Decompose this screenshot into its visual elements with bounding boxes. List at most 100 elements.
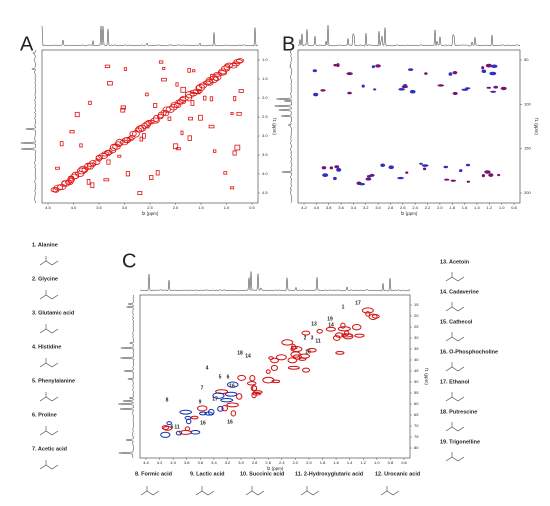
compound-name: 7. Acetic acid (32, 446, 67, 452)
contour (485, 63, 492, 68)
contour (210, 74, 214, 80)
x-tick-label: 0.5 (249, 205, 255, 210)
contour (146, 125, 150, 129)
structure (445, 306, 465, 312)
peak-label: 14 (245, 353, 251, 359)
y-tick-label: 3.5 (262, 152, 268, 157)
contour (197, 405, 208, 412)
contour (336, 63, 340, 68)
contour (335, 350, 345, 355)
y-tick-label: 1.5 (262, 76, 268, 81)
structure (245, 490, 265, 496)
y-tick-label: 25 (414, 324, 419, 329)
contour (160, 431, 171, 438)
y-tick-label: 45 (414, 368, 419, 373)
contour (346, 72, 353, 76)
side-spectrum (274, 49, 293, 204)
contour (150, 117, 160, 124)
contour (180, 86, 187, 93)
contour (209, 96, 214, 102)
contour (88, 100, 92, 105)
y-tick-label: 4.0 (262, 171, 268, 176)
x-tick-label: 2.6 (400, 205, 406, 210)
contour (448, 72, 453, 76)
contour (187, 68, 192, 73)
x-tick-label: 4.5 (45, 205, 51, 210)
contour (252, 392, 262, 396)
contour (424, 72, 428, 75)
contour (361, 307, 374, 314)
peak-label: 16 (227, 419, 233, 425)
y-axis-label: f1 (ppm) (424, 368, 429, 385)
y-tick-label: 2.0 (262, 95, 268, 100)
contour (223, 63, 230, 71)
contour (291, 343, 297, 351)
peak-label: 8 (166, 397, 169, 403)
x-tick-label: 1.4 (347, 460, 353, 465)
contour (466, 180, 471, 183)
x-tick-label: 2.0 (306, 460, 312, 465)
contour (190, 430, 201, 435)
x-tick-label: 1.0 (374, 460, 380, 465)
structure (140, 490, 160, 496)
compound-name: 8. Formic acid (135, 471, 172, 477)
x-tick-label: 0.8 (511, 205, 517, 210)
y-tick-label: 20 (414, 313, 419, 318)
y-tick-label: 100 (524, 101, 531, 106)
contour (220, 397, 234, 403)
contour (302, 367, 311, 373)
contour (340, 322, 346, 329)
contour (231, 61, 240, 67)
contour (202, 95, 207, 101)
contour (155, 170, 160, 176)
contour (437, 84, 445, 87)
contour (227, 381, 239, 388)
y-tick-label: 60 (414, 401, 419, 406)
contour (481, 69, 487, 74)
contour (158, 60, 164, 64)
structure (445, 276, 465, 282)
contour (179, 409, 192, 415)
x-tick-label: 1.5 (198, 205, 204, 210)
compound-name: 3. Glutamic acid (32, 310, 74, 316)
x-tick-label: 4.4 (143, 460, 149, 465)
contour (368, 313, 378, 321)
contour (334, 165, 340, 169)
contour (275, 354, 287, 361)
plot-frame (139, 294, 411, 459)
contour (208, 124, 215, 129)
contour (59, 141, 64, 147)
y-tick-label: 75 (414, 434, 419, 439)
contour (459, 169, 463, 173)
contour (290, 351, 301, 358)
y-tick-label: 55 (414, 390, 419, 395)
y-tick-label: 80 (414, 445, 419, 450)
contour (180, 130, 184, 136)
peak-label: 17 (355, 300, 361, 306)
contour (161, 425, 170, 430)
contour (175, 430, 183, 436)
contour (184, 415, 192, 420)
compound-name: 18. Putrescine (440, 409, 477, 415)
peak-label: 18 (237, 350, 243, 356)
x-axis-label: f2 (ppm) (401, 211, 418, 216)
contour (167, 116, 172, 121)
contour (208, 75, 219, 84)
contour (265, 369, 271, 374)
contour (321, 166, 327, 170)
contour (287, 357, 298, 364)
contour (212, 392, 225, 399)
compound-name: 5. Phenylalanine (32, 378, 75, 384)
contour (287, 365, 300, 370)
contour (490, 64, 498, 68)
contour (106, 159, 111, 165)
x-tick-label: 1.2 (487, 205, 493, 210)
y-tick-label: 70 (414, 423, 419, 428)
contour (226, 402, 239, 408)
x-tick-label: 3.6 (198, 460, 204, 465)
y-tick-label: 35 (414, 346, 419, 351)
peak-label: 1 (342, 304, 345, 310)
contour (188, 116, 193, 121)
contour (422, 167, 427, 171)
contour (213, 149, 217, 153)
